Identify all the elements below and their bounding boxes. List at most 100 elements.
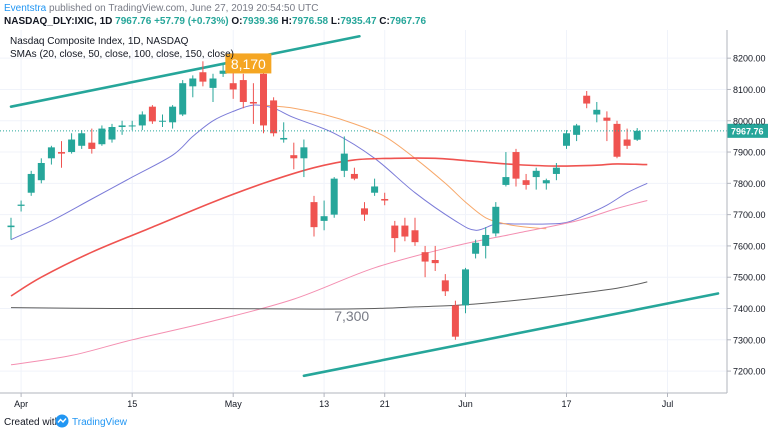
candle[interactable] <box>451 300 459 340</box>
x-tick-label: May <box>225 399 243 409</box>
candle[interactable] <box>189 75 197 98</box>
candle[interactable] <box>512 148 520 187</box>
candle[interactable] <box>330 177 338 218</box>
candle-body <box>209 78 217 88</box>
candle-body <box>199 72 207 82</box>
x-tick-label: 13 <box>319 399 329 409</box>
last-price-badge <box>727 123 768 138</box>
candle-body <box>239 80 247 102</box>
candle[interactable] <box>492 202 500 237</box>
candle[interactable] <box>138 111 146 131</box>
candle[interactable] <box>260 67 267 134</box>
trendline[interactable] <box>9 34 361 108</box>
ohlc-line: NASDAQ_DLY:IXIC, 1D 7967.76 +57.79 (+0.7… <box>4 16 426 27</box>
candle-body <box>371 186 379 193</box>
price-axis[interactable]: 7200.00 7300.00 7400.00 7500.00 7600.00 7700.… <box>727 54 766 377</box>
candle[interactable] <box>431 245 439 271</box>
candle-body <box>249 101 257 104</box>
candle[interactable] <box>441 274 449 296</box>
candle[interactable] <box>280 122 288 143</box>
candle[interactable] <box>320 200 328 231</box>
candle[interactable] <box>169 105 177 129</box>
candle[interactable] <box>350 167 358 181</box>
candle-body <box>361 208 368 215</box>
candle[interactable] <box>633 128 641 141</box>
candle[interactable] <box>613 120 621 159</box>
time-axis[interactable]: Apr 15 May 13 21 Jun 17 Jul <box>14 393 673 409</box>
candle[interactable] <box>209 73 217 102</box>
candle[interactable] <box>27 170 35 196</box>
candle-body <box>603 117 611 121</box>
open-label: O: <box>231 16 243 27</box>
candle-body <box>260 73 267 126</box>
candle-body <box>280 137 288 140</box>
candle[interactable] <box>532 167 540 190</box>
candle[interactable] <box>502 152 510 187</box>
candle[interactable] <box>290 142 298 170</box>
candle-body <box>37 162 45 181</box>
candle[interactable] <box>340 136 348 178</box>
candle[interactable] <box>58 141 65 168</box>
candle[interactable] <box>542 178 550 190</box>
tradingview-logo-icon <box>55 414 69 428</box>
candle[interactable] <box>462 267 469 314</box>
candle[interactable] <box>159 114 166 128</box>
candle-body <box>108 127 116 140</box>
candle[interactable] <box>411 217 419 246</box>
candle-body <box>138 114 146 126</box>
candle[interactable] <box>249 83 257 124</box>
sma-line-sma-150 <box>10 200 648 366</box>
candle[interactable] <box>148 105 156 124</box>
candle[interactable] <box>108 123 116 143</box>
candle[interactable] <box>552 162 560 181</box>
candle-body <box>148 106 156 122</box>
candle-body <box>330 178 338 215</box>
candle[interactable] <box>361 202 368 221</box>
candle[interactable] <box>563 130 570 149</box>
candle[interactable] <box>128 120 136 131</box>
candle[interactable] <box>78 130 86 149</box>
y-tick-label: 7600.00 <box>733 241 766 251</box>
candle-body <box>462 269 469 306</box>
candle[interactable] <box>623 128 631 149</box>
candle[interactable] <box>300 139 308 178</box>
candle[interactable] <box>68 133 76 154</box>
candle[interactable] <box>7 217 15 240</box>
candle[interactable] <box>401 217 409 242</box>
candle-body <box>492 206 500 234</box>
candle[interactable] <box>472 239 480 259</box>
candle[interactable] <box>310 195 318 237</box>
candle[interactable] <box>179 80 187 117</box>
candle[interactable] <box>98 125 106 146</box>
candle[interactable] <box>199 61 207 87</box>
y-tick-label: 7900.00 <box>733 148 766 158</box>
candle[interactable] <box>482 227 490 259</box>
candle[interactable] <box>17 200 25 212</box>
y-tick-label: 7500.00 <box>733 273 766 283</box>
candle[interactable] <box>381 192 389 206</box>
author-link[interactable]: Eventstra <box>4 3 47 14</box>
tradingview-link[interactable]: TradingView <box>72 417 128 428</box>
candle[interactable] <box>421 245 429 278</box>
trendline[interactable] <box>302 292 720 378</box>
sma-line-sma-20 <box>10 104 648 241</box>
candle[interactable] <box>47 145 55 165</box>
candle[interactable] <box>522 173 530 190</box>
candle[interactable] <box>573 123 581 142</box>
candle[interactable] <box>88 128 96 154</box>
candle[interactable] <box>371 178 379 196</box>
candle[interactable] <box>583 91 591 109</box>
y-tick-label: 7200.00 <box>733 367 766 377</box>
y-tick-label: 7400.00 <box>733 304 766 314</box>
candle[interactable] <box>603 111 611 142</box>
candle[interactable] <box>391 220 399 253</box>
candle[interactable] <box>219 62 227 77</box>
candle[interactable] <box>118 120 126 135</box>
candle-body <box>7 225 15 228</box>
candle[interactable] <box>270 97 278 137</box>
candle[interactable] <box>37 158 45 184</box>
candle[interactable] <box>239 73 247 109</box>
candle[interactable] <box>593 101 601 123</box>
y-tick-label: 8100.00 <box>733 85 766 95</box>
